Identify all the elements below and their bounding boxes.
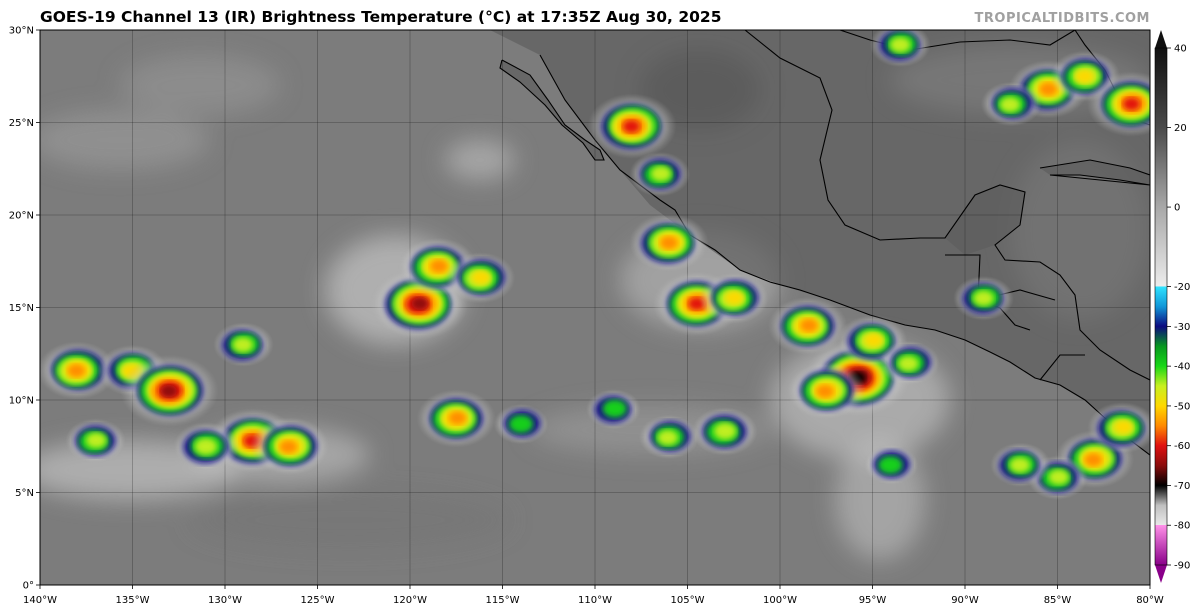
convective-cluster (587, 93, 677, 159)
lon-tick-label: 120°W (393, 595, 427, 606)
colorbar-tick-label: -60 (1174, 441, 1190, 452)
colorbar-tick-label: 0 (1174, 203, 1180, 214)
colorbar: 40 20 0 -20 -30 -40 -50 -60 -70 -80 -90 (1154, 30, 1190, 583)
convective-cluster (869, 30, 931, 68)
convective-cluster (698, 272, 769, 325)
gulf-coastline (744, 30, 1150, 381)
colorbar-tick-label: -70 (1174, 481, 1190, 492)
convective-cluster (691, 407, 758, 456)
convective-cluster (173, 421, 240, 471)
convective-cluster (767, 296, 848, 356)
colorbar-tick-label: 40 (1174, 44, 1187, 55)
convective-cluster (249, 417, 330, 476)
convective-cluster (445, 252, 516, 304)
colorbar-tick-label: -90 (1174, 561, 1190, 572)
lon-tick-label: 100°W (763, 595, 797, 606)
convective-cluster (65, 418, 126, 464)
gulf-north-coastline (839, 30, 1076, 51)
colorbar-bottom-arrow (1155, 565, 1167, 583)
convective-cluster (863, 444, 919, 485)
credit-watermark: TROPICALTIDBITS.COM (974, 11, 1150, 26)
lat-tick-label: 20°N (9, 211, 34, 222)
lon-tick-label: 95°W (859, 595, 887, 606)
lat-tick-label: 15°N (9, 303, 34, 314)
convective-cluster (1086, 71, 1150, 137)
lon-tick-label: 115°W (486, 595, 520, 606)
colorbar-tick-label: -20 (1174, 282, 1190, 293)
lon-tick-label: 105°W (671, 595, 705, 606)
convective-cluster (980, 81, 1042, 127)
convective-cluster (493, 403, 549, 445)
convective-cluster (786, 361, 867, 420)
baja-coastline (499, 59, 605, 161)
lon-tick-label: 140°W (23, 595, 57, 606)
convective-cluster (585, 389, 642, 430)
colorbar-tick-label: -50 (1174, 401, 1190, 412)
colorbar-scale (1155, 48, 1167, 565)
cuba-coastline (1039, 159, 1150, 186)
lat-tick-label: 25°N (9, 118, 34, 129)
lon-tick-label: 90°W (951, 595, 979, 606)
colorbar-top-arrow (1155, 30, 1167, 48)
map-title: GOES-19 Channel 13 (IR) Brightness Tempe… (40, 8, 722, 26)
lon-tick-label: 135°W (116, 595, 150, 606)
lat-tick-label: 10°N (9, 396, 34, 407)
colorbar-tick-label: -80 (1174, 521, 1190, 532)
lat-tick-label: 5°N (15, 488, 34, 499)
lon-tick-label: 85°W (1044, 595, 1072, 606)
colorbar-tick-label: 20 (1174, 123, 1187, 134)
lon-tick-label: 125°W (301, 595, 335, 606)
cuba-island (1040, 160, 1150, 185)
yucatan-peninsula (945, 185, 1025, 255)
convective-cluster (990, 442, 1051, 488)
lat-tick-label: 0° (23, 581, 34, 592)
convective-cluster (953, 275, 1014, 321)
lat-tick-label: 30°N (9, 26, 34, 37)
convective-cluster (638, 414, 700, 460)
cloud-cluster-layer (40, 30, 1150, 501)
convective-cluster (629, 151, 691, 197)
convective-cluster (416, 389, 497, 448)
convective-cluster (120, 354, 219, 427)
convective-cluster (837, 315, 908, 367)
lon-tick-label: 130°W (208, 595, 242, 606)
lon-tick-label: 110°W (578, 595, 612, 606)
lon-tick-label: 80°W (1136, 595, 1164, 606)
convective-cluster (40, 341, 117, 400)
convective-cluster (1027, 455, 1088, 501)
convective-cluster (879, 340, 940, 386)
colorbar-tick-label: -30 (1174, 322, 1190, 333)
convective-cluster (1087, 401, 1150, 454)
convective-cluster (213, 322, 274, 367)
colorbar-tick-label: -40 (1174, 362, 1190, 373)
convective-cluster (629, 213, 709, 272)
